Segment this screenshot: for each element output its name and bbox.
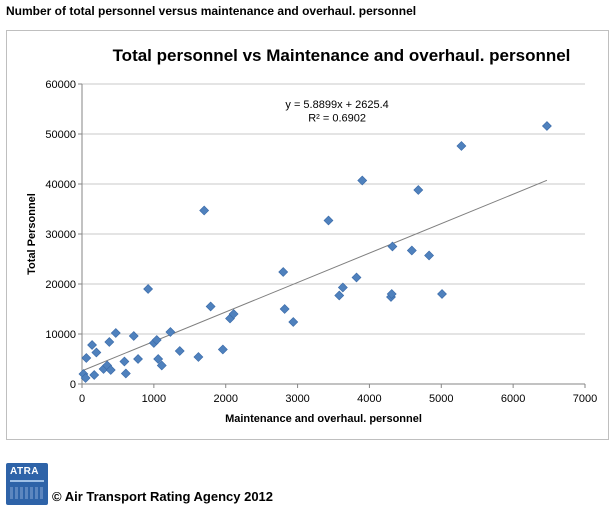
data-point [456,141,467,151]
y-tick-label: 20000 [45,279,76,291]
data-point [337,282,348,293]
data-point [193,352,204,362]
y-tick-label: 10000 [45,329,76,341]
data-point [87,340,97,350]
atra-logo: ATRA [6,463,48,505]
data-point [119,356,130,367]
y-tick-label: 60000 [45,79,76,91]
data-point [91,347,102,358]
data-point [120,368,131,379]
y-tick-label: 50000 [45,129,76,141]
data-point [143,284,154,294]
data-point [351,272,362,283]
data-point [128,331,139,341]
x-tick-label: 2000 [213,393,237,405]
data-point [386,289,397,299]
x-tick-label: 7000 [573,393,597,405]
trendline-r2: R² = 0.6902 [308,113,366,125]
x-tick-label: 6000 [501,393,525,405]
data-point [541,121,552,131]
scatter-chart: Total personnel vs Maintenance and overh… [26,46,597,425]
data-point [174,346,185,356]
data-point [205,301,216,312]
data-point [89,370,100,380]
data-point [217,344,228,355]
data-point [156,360,167,371]
data-point [153,354,164,364]
x-tick-label: 0 [79,393,85,405]
x-tick-label: 3000 [285,393,309,405]
y-tick-label: 30000 [45,229,76,241]
x-tick-label: 1000 [142,393,166,405]
chart-title: Total personnel vs Maintenance and overh… [113,46,571,65]
data-point [279,304,290,314]
data-point [413,185,424,195]
page-heading: Number of total personnel versus mainten… [6,4,417,18]
chart-area: Total personnel vs Maintenance and overh… [6,30,609,440]
y-tick-label: 40000 [45,179,76,191]
data-point [104,337,115,347]
data-point [80,373,91,383]
data-point [437,289,447,299]
trendline-equation: y = 5.8899x + 2625.4 [285,99,388,111]
data-point [278,267,289,277]
y-tick-label: 0 [70,379,76,391]
y-axis-label: Total Personnel [26,193,38,275]
data-point [288,317,299,327]
logo-text: ATRA [10,466,40,477]
data-point [323,215,334,226]
data-point [387,241,398,252]
data-point [334,290,345,301]
data-point [424,250,434,261]
data-point [105,365,116,375]
data-point [228,309,239,319]
x-axis-label: Maintenance and overhaul. personnel [225,413,422,425]
copyright-text: © Air Transport Rating Agency 2012 [52,489,274,504]
data-point [81,353,92,363]
data-point [357,175,368,186]
data-point [110,328,121,338]
data-point [165,327,176,337]
x-tick-label: 4000 [357,393,381,405]
data-point [406,245,417,256]
data-point [151,335,162,345]
x-tick-label: 5000 [429,393,453,405]
data-point [199,205,210,216]
data-point [133,354,143,364]
